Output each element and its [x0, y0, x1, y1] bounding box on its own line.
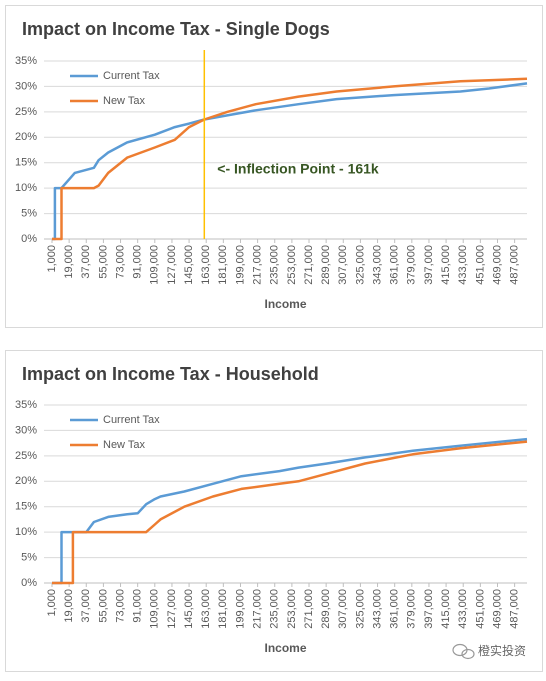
chart-title: Impact on Income Tax - Household — [22, 364, 319, 384]
x-tick-label: 145,000 — [183, 589, 195, 629]
x-tick-label: 235,000 — [269, 245, 281, 285]
x-tick-label: 289,000 — [320, 589, 332, 629]
y-tick-label: 35% — [15, 55, 37, 67]
x-tick-label: 325,000 — [354, 589, 366, 629]
x-tick-label: 415,000 — [440, 245, 452, 285]
x-tick-label: 415,000 — [440, 589, 452, 629]
x-tick-label: 253,000 — [286, 589, 298, 629]
x-axis-label: Income — [264, 297, 306, 311]
legend-label: New Tax — [103, 439, 145, 451]
chart-title: Impact on Income Tax - Single Dogs — [22, 19, 330, 39]
y-tick-label: 0% — [21, 233, 37, 245]
x-tick-label: 73,000 — [114, 589, 126, 623]
x-tick-label: 91,000 — [132, 589, 144, 623]
x-tick-label: 199,000 — [234, 245, 246, 285]
legend-label: Current Tax — [103, 414, 160, 426]
x-tick-label: 253,000 — [286, 245, 298, 285]
x-tick-label: 433,000 — [457, 245, 469, 285]
x-tick-label: 235,000 — [269, 589, 281, 629]
y-tick-label: 0% — [21, 577, 37, 589]
y-tick-label: 15% — [15, 157, 37, 169]
x-tick-label: 55,000 — [97, 245, 109, 279]
x-tick-label: 217,000 — [252, 245, 264, 285]
x-tick-label: 487,000 — [509, 245, 521, 285]
x-tick-label: 127,000 — [166, 589, 178, 629]
x-tick-label: 433,000 — [457, 589, 469, 629]
x-tick-label: 181,000 — [217, 589, 229, 629]
x-tick-label: 451,000 — [474, 245, 486, 285]
x-tick-label: 289,000 — [320, 245, 332, 285]
x-tick-label: 361,000 — [389, 245, 401, 285]
x-tick-label: 55,000 — [97, 589, 109, 623]
x-tick-label: 361,000 — [389, 589, 401, 629]
x-tick-label: 379,000 — [406, 589, 418, 629]
legend-label: New Tax — [103, 95, 145, 107]
x-tick-label: 1,000 — [46, 589, 58, 617]
y-tick-label: 35% — [15, 399, 37, 411]
x-tick-label: 181,000 — [217, 245, 229, 285]
x-tick-label: 343,000 — [371, 245, 383, 285]
x-axis-label: Income — [264, 641, 306, 655]
x-tick-label: 37,000 — [80, 245, 92, 279]
y-tick-label: 25% — [15, 106, 37, 118]
legend-label: Current Tax — [103, 70, 160, 82]
watermark-icon — [452, 643, 475, 660]
x-tick-label: 91,000 — [132, 245, 144, 279]
x-tick-label: 73,000 — [114, 245, 126, 279]
x-tick-label: 307,000 — [337, 589, 349, 629]
y-tick-label: 10% — [15, 182, 37, 194]
y-tick-label: 30% — [15, 80, 37, 92]
chart-frame — [5, 350, 543, 672]
x-tick-label: 469,000 — [491, 245, 503, 285]
x-tick-label: 217,000 — [252, 589, 264, 629]
x-tick-label: 109,000 — [149, 245, 161, 285]
x-tick-label: 199,000 — [234, 589, 246, 629]
x-tick-label: 19,000 — [63, 245, 75, 279]
x-tick-label: 451,000 — [474, 589, 486, 629]
x-tick-label: 19,000 — [63, 589, 75, 623]
x-tick-label: 379,000 — [406, 245, 418, 285]
series-line — [52, 440, 528, 585]
x-tick-label: 271,000 — [303, 245, 315, 285]
x-tick-label: 1,000 — [46, 245, 58, 273]
y-tick-label: 15% — [15, 501, 37, 513]
y-tick-label: 5% — [21, 207, 37, 219]
y-tick-label: 5% — [21, 551, 37, 563]
y-tick-label: 25% — [15, 450, 37, 462]
x-tick-label: 163,000 — [200, 589, 212, 629]
series-line — [52, 77, 528, 241]
x-tick-label: 109,000 — [149, 589, 161, 629]
x-tick-label: 325,000 — [354, 245, 366, 285]
annotation: <- Inflection Point - 161k — [217, 161, 379, 177]
x-tick-label: 469,000 — [491, 589, 503, 629]
watermark: 橙实投资 — [478, 643, 526, 658]
x-tick-label: 397,000 — [423, 589, 435, 629]
y-tick-label: 30% — [15, 424, 37, 436]
y-tick-label: 10% — [15, 526, 37, 538]
x-tick-label: 397,000 — [423, 245, 435, 285]
x-tick-label: 487,000 — [509, 589, 521, 629]
y-tick-label: 20% — [15, 131, 37, 143]
x-tick-label: 307,000 — [337, 245, 349, 285]
series-line — [52, 82, 528, 241]
x-tick-label: 127,000 — [166, 245, 178, 285]
x-tick-label: 343,000 — [371, 589, 383, 629]
y-tick-label: 20% — [15, 475, 37, 487]
x-tick-label: 37,000 — [80, 589, 92, 623]
x-tick-label: 163,000 — [200, 245, 212, 285]
x-tick-label: 271,000 — [303, 589, 315, 629]
x-tick-label: 145,000 — [183, 245, 195, 285]
